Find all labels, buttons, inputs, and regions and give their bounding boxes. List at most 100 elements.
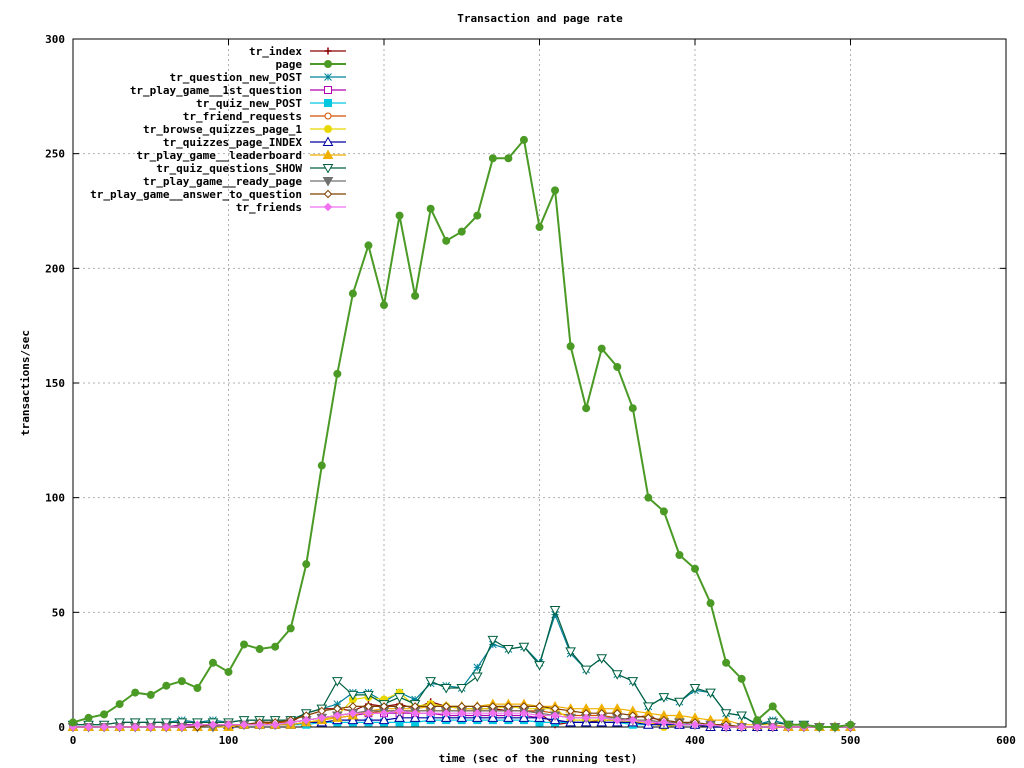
- data-point: [535, 711, 544, 720]
- grid-lines: [73, 39, 1006, 727]
- data-point: [363, 714, 374, 725]
- data-point: [208, 658, 217, 667]
- data-point: [146, 722, 155, 732]
- data-point: [644, 493, 653, 502]
- data-point: [504, 709, 513, 718]
- data-point: [324, 99, 332, 107]
- data-point: [395, 706, 404, 716]
- data-point: [597, 344, 606, 353]
- data-point: [224, 720, 233, 729]
- data-point: [411, 291, 420, 300]
- data-point: [674, 697, 685, 708]
- data-point: [322, 164, 334, 174]
- legend-item: tr_play_game__1st_question: [130, 84, 346, 97]
- data-point: [799, 720, 808, 729]
- data-point: [115, 700, 124, 709]
- data-point: [644, 718, 653, 727]
- data-point: [348, 702, 358, 711]
- data-point: [410, 709, 420, 718]
- y-tick-label: 50: [52, 606, 65, 619]
- data-point: [613, 715, 622, 725]
- x-axis-label: time (sec of the running test): [439, 752, 638, 765]
- data-point: [442, 236, 451, 245]
- legend-item: tr_quiz_questions_SHOW: [156, 162, 346, 175]
- data-point: [611, 670, 623, 680]
- data-point: [768, 702, 777, 711]
- y-tick-label: 0: [58, 721, 65, 734]
- data-point: [146, 690, 155, 699]
- data-point: [333, 700, 342, 708]
- data-point: [473, 211, 482, 220]
- data-point: [753, 716, 762, 725]
- data-point: [519, 135, 528, 144]
- data-point: [162, 722, 171, 732]
- data-point: [504, 154, 513, 163]
- data-point: [331, 677, 343, 687]
- data-point: [286, 624, 295, 633]
- data-point: [177, 722, 187, 732]
- legend-item: tr_quiz_new_POST: [196, 97, 346, 110]
- data-point: [737, 674, 746, 683]
- data-point: [324, 47, 332, 55]
- legend-item: tr_question_new_POST: [170, 71, 346, 84]
- y-tick-label: 100: [45, 492, 65, 505]
- x-tick-label: 500: [841, 734, 861, 747]
- legend-item: tr_quizzes_page_INDEX: [163, 136, 346, 149]
- legend-item: tr_play_game__ready_page: [143, 175, 346, 188]
- legend-label: tr_friend_requests: [183, 110, 302, 123]
- x-tick-label: 600: [996, 734, 1016, 747]
- data-point: [580, 665, 592, 676]
- data-point: [488, 154, 497, 163]
- data-point: [271, 642, 280, 651]
- data-point: [323, 202, 333, 212]
- legend-label: tr_browse_quizzes_page_1: [143, 123, 302, 136]
- data-point: [378, 714, 390, 725]
- y-tick-label: 150: [45, 377, 65, 390]
- legend-label: tr_play_game__leaderboard: [136, 149, 302, 162]
- data-point: [737, 722, 746, 732]
- x-tick-label: 400: [685, 734, 705, 747]
- data-point: [706, 720, 715, 729]
- data-point: [597, 713, 606, 723]
- legend-item: tr_friend_requests: [183, 110, 346, 123]
- data-point: [99, 722, 109, 732]
- legend-label: tr_question_new_POST: [170, 71, 303, 84]
- data-point: [846, 720, 855, 729]
- data-point: [363, 690, 374, 701]
- data-point: [736, 711, 748, 722]
- data-point: [177, 677, 186, 686]
- data-point: [322, 136, 334, 146]
- data-point: [457, 709, 466, 718]
- legend-label: tr_quiz_new_POST: [196, 97, 302, 110]
- legend-label: tr_index: [249, 45, 302, 58]
- y-tick-label: 200: [45, 262, 65, 275]
- data-point: [84, 722, 93, 732]
- data-point: [784, 720, 793, 729]
- data-point: [364, 241, 373, 250]
- legend-item: tr_index: [249, 45, 346, 58]
- data-point: [131, 688, 140, 697]
- data-point: [364, 709, 373, 718]
- data-point: [324, 73, 332, 81]
- data-point: [193, 684, 202, 693]
- data-point: [255, 645, 264, 654]
- legend-label: tr_play_game__answer_to_question: [90, 188, 302, 201]
- data-point: [456, 684, 468, 694]
- legend-item: page: [276, 58, 346, 71]
- y-axis-label: transactions/sec: [19, 330, 32, 436]
- data-point: [317, 713, 327, 723]
- data-point: [322, 177, 334, 187]
- legend-item: tr_friends: [236, 201, 346, 214]
- data-point: [705, 688, 716, 699]
- x-tick-label: 0: [70, 734, 77, 747]
- data-point: [317, 461, 326, 470]
- data-point: [473, 709, 482, 718]
- legend-label: tr_friends: [236, 201, 302, 214]
- data-point: [394, 693, 405, 703]
- series-page: [69, 135, 855, 731]
- data-point: [721, 722, 731, 732]
- y-tick-label: 300: [45, 33, 65, 46]
- axis-ticks: 0 100 200 300 400 500 600 0 50 100 150 200 250 300: [45, 33, 1016, 747]
- data-point: [549, 606, 561, 616]
- data-point: [471, 672, 483, 683]
